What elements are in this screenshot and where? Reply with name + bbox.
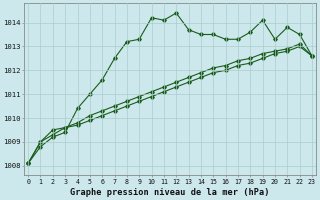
X-axis label: Graphe pression niveau de la mer (hPa): Graphe pression niveau de la mer (hPa) [70, 188, 270, 197]
